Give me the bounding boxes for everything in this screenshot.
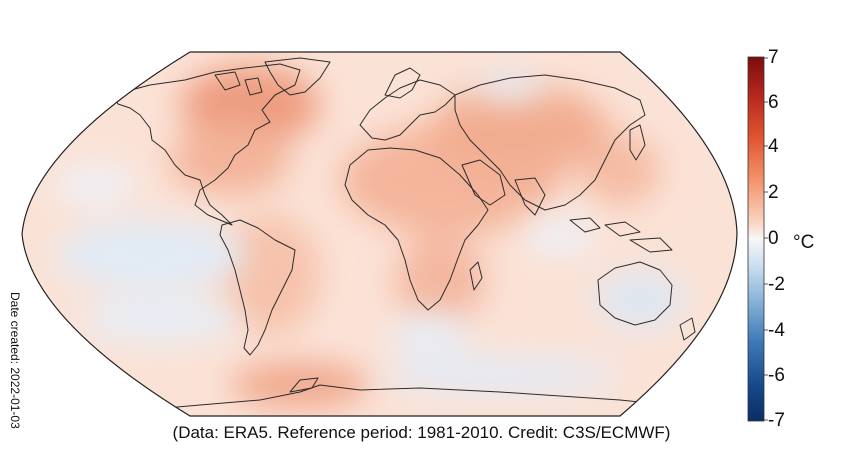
- region-south-atlantic: [390, 315, 470, 355]
- region-indian-ocean: [525, 215, 595, 255]
- coastline-antarctica: [119, 384, 701, 413]
- coastline-africa: [344, 147, 489, 311]
- data-credit-caption: (Data: ERA5. Reference period: 1981-2010…: [172, 423, 671, 442]
- date-created-label: Date created: 2022-01-03: [8, 292, 22, 429]
- colorbar-tick-label: 6: [768, 92, 779, 113]
- region-eastern-pacific-south: [80, 298, 240, 342]
- region-antarctic-peninsula: [230, 363, 370, 407]
- anomaly-field: [22, 52, 737, 416]
- region-southern-africa: [395, 235, 485, 325]
- colorbar-tick-label: -7: [768, 410, 785, 431]
- region-canadian-arctic: [180, 65, 320, 145]
- region-australia: [595, 272, 685, 328]
- colorbar-tick-label: 0: [768, 228, 779, 249]
- region-north-america: [170, 125, 290, 195]
- region-eastern-siberia: [475, 70, 545, 100]
- colorbar-tick-label: -2: [768, 274, 785, 295]
- coastline-asia: [454, 74, 646, 211]
- region-eastern-pacific: [55, 220, 245, 290]
- colorbar-scale: [747, 56, 765, 422]
- globe-outline: [21, 51, 738, 417]
- coastline-north-america: [111, 63, 301, 226]
- coastline-south-america: [219, 219, 296, 356]
- colorbar-ticks: [764, 57, 768, 421]
- colorbar-tick-label: -4: [768, 320, 785, 341]
- colorbar-unit-label: °C: [793, 232, 815, 253]
- coastline-australia: [597, 261, 673, 326]
- region-south-america: [220, 215, 320, 335]
- region-southern-ocean: [380, 357, 620, 393]
- coastlines: [111, 57, 701, 413]
- coastline-greenland: [264, 57, 331, 96]
- colorbar-tick-label: 2: [768, 182, 779, 203]
- region-north-pacific: [55, 165, 135, 205]
- colorbar-tick-label: 4: [768, 136, 779, 157]
- coastline-europe: [359, 79, 456, 141]
- colorbar-tick-label: 7: [768, 47, 779, 68]
- region-central-asia: [430, 85, 610, 175]
- colorbar-tick-label: -6: [768, 365, 785, 386]
- region-east-asia: [580, 135, 660, 205]
